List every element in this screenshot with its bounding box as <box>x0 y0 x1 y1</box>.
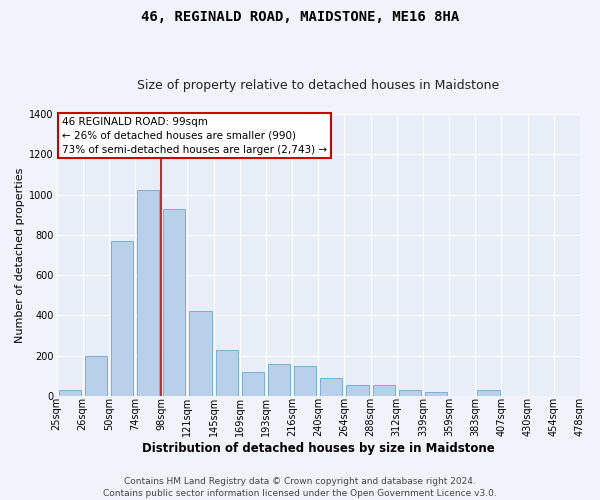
Bar <box>137 190 159 396</box>
Y-axis label: Number of detached properties: Number of detached properties <box>15 167 25 342</box>
Title: Size of property relative to detached houses in Maidstone: Size of property relative to detached ho… <box>137 79 499 92</box>
Bar <box>477 390 500 396</box>
Bar <box>190 312 212 396</box>
Bar <box>215 350 238 396</box>
Text: Contains HM Land Registry data © Crown copyright and database right 2024.
Contai: Contains HM Land Registry data © Crown c… <box>103 476 497 498</box>
Bar <box>85 356 107 396</box>
Bar <box>346 384 368 396</box>
Bar <box>294 366 316 396</box>
Bar <box>111 241 133 396</box>
Bar <box>242 372 264 396</box>
Bar <box>399 390 421 396</box>
Bar <box>59 390 81 396</box>
Bar <box>425 392 447 396</box>
Bar <box>268 364 290 396</box>
Bar <box>320 378 343 396</box>
Bar <box>373 384 395 396</box>
Text: 46, REGINALD ROAD, MAIDSTONE, ME16 8HA: 46, REGINALD ROAD, MAIDSTONE, ME16 8HA <box>141 10 459 24</box>
Text: 46 REGINALD ROAD: 99sqm
← 26% of detached houses are smaller (990)
73% of semi-d: 46 REGINALD ROAD: 99sqm ← 26% of detache… <box>62 117 327 155</box>
X-axis label: Distribution of detached houses by size in Maidstone: Distribution of detached houses by size … <box>142 442 494 455</box>
Bar <box>163 208 185 396</box>
